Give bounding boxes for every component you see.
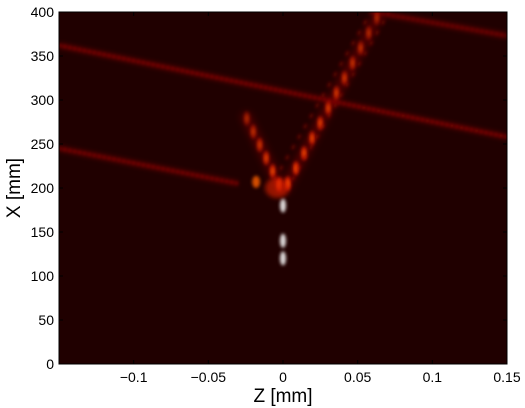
y-tick-label: 300 [31, 92, 55, 108]
x-tick-label: −0.05 [191, 369, 227, 385]
y-tick-label: 0 [46, 356, 54, 372]
x-axis-label: Z [mm] [253, 386, 312, 407]
upper-stripe [372, 12, 507, 39]
middle-stripe [59, 42, 507, 140]
y-tick-label: 400 [31, 4, 55, 20]
x-tick-label: 0.1 [423, 369, 443, 385]
y-tick-label: 100 [31, 268, 55, 284]
x-tick-label: −0.1 [120, 369, 148, 385]
y-tick-label: 200 [31, 180, 55, 196]
x-tick-label: 0.15 [493, 369, 520, 385]
y-tick-label: 50 [38, 312, 54, 328]
central-channel [252, 175, 289, 364]
y-axis: 0 50 100 150 200 250 300 350 400 [31, 4, 507, 372]
x-tick-label: 0 [279, 369, 287, 385]
y-tick-label: 350 [31, 48, 55, 64]
y-axis-label: X [mm] [4, 158, 25, 218]
output-branch-right-echo [272, 12, 391, 182]
y-tick-label: 150 [31, 224, 55, 240]
y-tick-label: 250 [31, 136, 55, 152]
x-tick-label: 0.05 [344, 369, 371, 385]
heatmap-features [59, 12, 507, 364]
x-axis: −0.1 −0.05 0 0.05 0.1 0.15 [120, 12, 521, 385]
lower-stripe [59, 145, 239, 187]
